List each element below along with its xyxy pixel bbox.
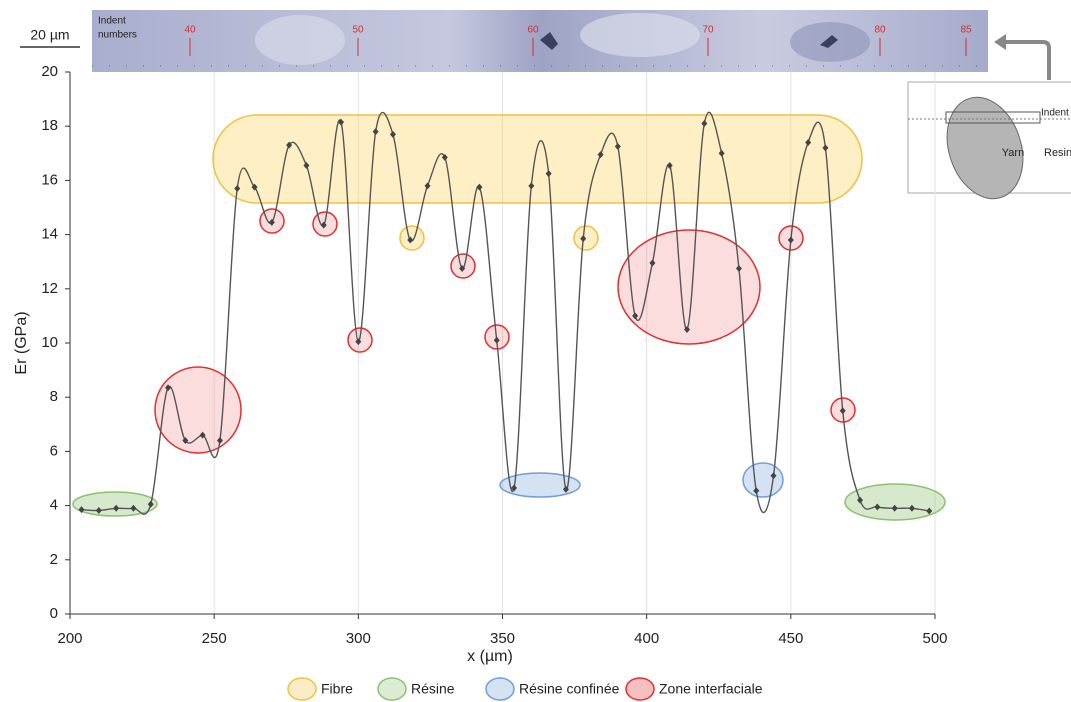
indent-number: 60: [527, 25, 539, 36]
legend-label: Résine confinée: [519, 681, 620, 697]
data-point: [216, 437, 223, 445]
data-point: [857, 496, 864, 504]
data-point: [130, 504, 137, 512]
data-point: [926, 507, 933, 515]
y-tick-label: 8: [50, 388, 58, 405]
data-point: [787, 236, 794, 244]
annotations: [72, 114, 946, 521]
legend-label: Résine: [411, 681, 455, 697]
data-point: [493, 336, 500, 344]
data-point: [562, 485, 569, 493]
data-point: [632, 312, 639, 320]
x-axis-label: x (µm): [467, 648, 513, 665]
legend-label: Fibre: [321, 681, 353, 697]
indent-number: 70: [702, 25, 714, 36]
data-point: [424, 182, 431, 190]
data-point: [182, 437, 189, 445]
data-point: [545, 170, 552, 178]
legend-label: Zone interfaciale: [659, 681, 763, 697]
data-point: [614, 143, 621, 151]
data-point: [320, 221, 327, 229]
data-point: [528, 182, 535, 190]
indent-number: 80: [874, 25, 886, 36]
data-point: [649, 259, 656, 267]
data-point: [839, 407, 846, 415]
data-point: [822, 144, 829, 152]
data-point: [597, 151, 604, 159]
data-point: [199, 431, 206, 439]
data-point: [753, 487, 760, 495]
y-tick-label: 10: [41, 334, 58, 351]
data-point: [684, 325, 691, 333]
x-tick-label: 450: [778, 630, 803, 647]
data-point: [286, 141, 293, 149]
data-point: [268, 218, 275, 226]
legend-swatch: [625, 677, 655, 701]
data-point: [113, 504, 120, 512]
inset-label: Resin: [1044, 147, 1071, 159]
data-point: [407, 236, 414, 244]
strip-label: Indent: [98, 16, 126, 27]
data-point: [874, 503, 881, 511]
indent-number: 50: [352, 25, 364, 36]
data-point: [735, 264, 742, 272]
data-point: [372, 128, 379, 136]
data-point: [95, 506, 102, 514]
micrograph: [92, 10, 988, 72]
legend-swatch: [377, 677, 407, 701]
data-point: [580, 235, 587, 243]
data-line: [81, 111, 930, 515]
data-point: [303, 161, 310, 169]
x-tick-label: 250: [202, 630, 227, 647]
y-tick-label: 2: [50, 551, 58, 568]
data-point: [355, 338, 362, 346]
strip-label: numbers: [98, 30, 137, 41]
data-point: [147, 500, 154, 508]
y-axis-label: Er (GPa): [13, 311, 30, 374]
data-point: [666, 161, 673, 169]
data-point: [165, 384, 172, 392]
scale-bar: 20 µm: [30, 27, 69, 43]
y-tick-label: 6: [50, 442, 58, 459]
x-tick-label: 500: [922, 630, 947, 647]
x-tick-label: 300: [346, 630, 371, 647]
data-point: [459, 264, 466, 272]
data-point: [338, 118, 345, 126]
y-tick-label: 4: [50, 497, 58, 514]
legend-swatch: [485, 677, 515, 701]
data-point: [908, 504, 915, 512]
y-tick-label: 18: [41, 117, 58, 134]
data-point: [476, 183, 483, 191]
x-tick-label: 400: [634, 630, 659, 647]
data-point: [234, 185, 241, 193]
inset-label: Yarn: [1002, 147, 1024, 159]
data-point: [78, 506, 85, 514]
indent-number: 85: [960, 25, 972, 36]
y-tick-label: 0: [50, 605, 58, 622]
data-point: [718, 149, 725, 157]
data-point: [441, 153, 448, 161]
data-point: [389, 130, 396, 138]
indent-number: 40: [184, 25, 196, 36]
y-tick-label: 12: [41, 280, 58, 297]
x-tick-label: 350: [490, 630, 515, 647]
data-point: [805, 138, 812, 146]
data-point: [891, 504, 898, 512]
y-tick-label: 16: [41, 171, 58, 188]
legend-swatch: [287, 677, 317, 701]
data-point: [251, 183, 258, 191]
data-point: [701, 119, 708, 127]
data-point: [770, 472, 777, 480]
x-tick-label: 200: [57, 630, 82, 647]
inset-label: Indent: [1041, 108, 1069, 119]
y-tick-label: 14: [41, 226, 58, 243]
y-tick-label: 20: [41, 63, 58, 80]
data-point: [511, 484, 518, 492]
